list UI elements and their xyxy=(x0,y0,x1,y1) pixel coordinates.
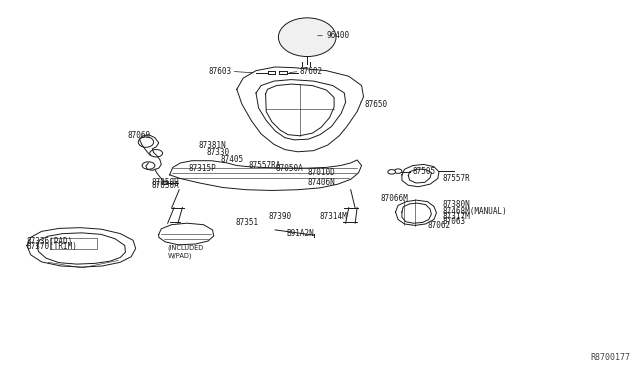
Text: B91A2N: B91A2N xyxy=(287,229,314,238)
Text: 87050A: 87050A xyxy=(275,164,303,173)
Ellipse shape xyxy=(394,169,402,173)
Text: (INCLUDED
W/PAD): (INCLUDED W/PAD) xyxy=(168,245,204,259)
Text: 87468M(MANUAL): 87468M(MANUAL) xyxy=(443,207,508,216)
Text: 87602: 87602 xyxy=(300,67,323,76)
Text: 87330: 87330 xyxy=(206,148,229,157)
Text: 87370(TRIM): 87370(TRIM) xyxy=(27,242,77,251)
Text: 87066M: 87066M xyxy=(380,194,408,203)
Text: 87390: 87390 xyxy=(269,212,292,221)
Text: 87062: 87062 xyxy=(428,221,451,230)
Ellipse shape xyxy=(278,18,336,57)
Text: 87381N: 87381N xyxy=(198,141,226,150)
Text: 87405: 87405 xyxy=(220,155,243,164)
Text: 87050A: 87050A xyxy=(151,182,179,190)
Text: 87505: 87505 xyxy=(412,167,435,176)
Text: 87650: 87650 xyxy=(365,100,388,109)
Text: 87336(PAD): 87336(PAD) xyxy=(27,237,73,246)
Text: 87063: 87063 xyxy=(443,217,466,226)
Ellipse shape xyxy=(388,170,396,174)
Text: 87603: 87603 xyxy=(209,67,232,76)
Text: 87069: 87069 xyxy=(128,131,151,140)
Text: 87050H: 87050H xyxy=(151,178,179,187)
Text: 87557RA: 87557RA xyxy=(248,161,281,170)
Text: 87351: 87351 xyxy=(236,218,259,227)
Text: 87314M: 87314M xyxy=(320,212,348,221)
Text: 87010D: 87010D xyxy=(307,169,335,177)
Text: 87406N: 87406N xyxy=(307,178,335,187)
Text: 87557R: 87557R xyxy=(443,174,470,183)
Text: 87317M: 87317M xyxy=(443,212,470,221)
Text: 96400: 96400 xyxy=(326,31,349,40)
Ellipse shape xyxy=(163,182,168,185)
Text: R8700177: R8700177 xyxy=(590,353,630,362)
Text: 87315P: 87315P xyxy=(189,164,216,173)
Text: 87380N: 87380N xyxy=(443,200,470,209)
